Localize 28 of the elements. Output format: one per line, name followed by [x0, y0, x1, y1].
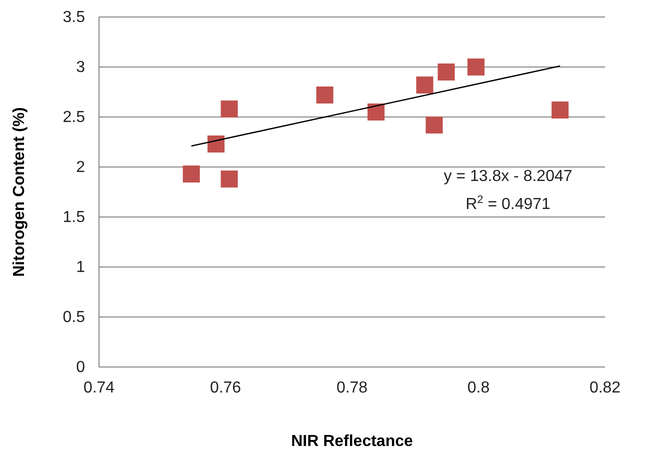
- point: [467, 58, 484, 76]
- y-tick-label: 0.5: [62, 309, 86, 326]
- x-tick-label: 0.78: [336, 379, 368, 396]
- y-tick-label: 1: [76, 259, 86, 276]
- point: [220, 170, 238, 188]
- x-tick-label: 0.76: [210, 379, 242, 396]
- annotation: y = 13.8x - 8.2047: [444, 168, 572, 185]
- y-tick-label: 3.5: [62, 9, 86, 26]
- y-tick-label: 1.5: [62, 209, 86, 226]
- y-tick-label: 0: [76, 359, 86, 376]
- x-tick-label: 0.74: [83, 379, 115, 396]
- point: [438, 63, 455, 81]
- y-tick-label: 3: [76, 59, 86, 76]
- point: [207, 135, 225, 153]
- x-tick-label: 0.8: [467, 379, 490, 396]
- point: [316, 86, 334, 104]
- point: [426, 116, 443, 134]
- x-axis-title: NIR Reflectance: [291, 433, 414, 450]
- y-tick-label: 2: [76, 159, 86, 176]
- annotation: R$^{2}$ = 0.4971: [466, 194, 551, 213]
- point: [368, 103, 385, 121]
- point: [182, 165, 200, 183]
- x-tick-label: 0.82: [589, 379, 621, 396]
- point: [416, 76, 434, 94]
- point: [552, 101, 569, 119]
- y-tick-label: 2.5: [62, 109, 86, 126]
- y-axis-title: Nitorogen Content (%): [11, 107, 28, 277]
- point: [220, 100, 238, 118]
